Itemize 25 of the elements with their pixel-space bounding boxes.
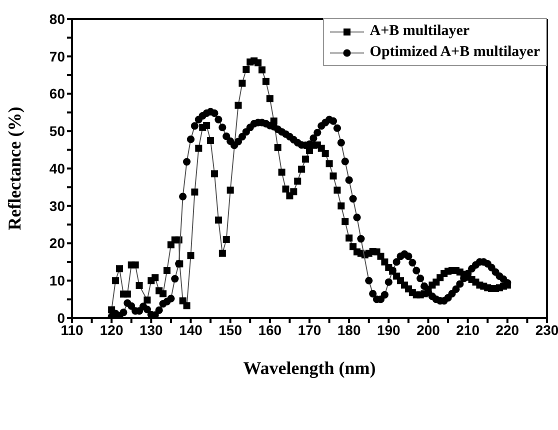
x-tick-label: 120 [100, 322, 124, 338]
y-tick-label: 70 [49, 48, 66, 64]
y-tick-label: 50 [49, 123, 66, 140]
y-tick-label: 10 [49, 272, 66, 289]
y-axis-title: Reflectance (%) [4, 106, 24, 230]
x-axis-title: Wavelength (nm) [243, 358, 376, 378]
x-tick-label: 200 [416, 322, 440, 338]
x-tick-label: 230 [535, 322, 558, 338]
legend-label: A+B multilayer [370, 23, 470, 40]
y-tick-label: 40 [49, 160, 66, 176]
y-tick-label: 20 [49, 235, 66, 252]
x-tick-label: 170 [298, 322, 322, 338]
x-tick-label: 220 [496, 322, 520, 338]
x-tick-label: 210 [456, 322, 480, 338]
y-tick-label: 0 [57, 310, 66, 326]
legend-label: Optimized A+B multilayer [370, 44, 540, 61]
x-tick-label: 190 [376, 322, 401, 338]
x-tick-label: 150 [218, 322, 242, 338]
x-tick-label: 140 [179, 322, 203, 338]
x-tick-label: 180 [337, 322, 361, 338]
x-tick-label: 130 [139, 322, 164, 338]
x-tick-label: 160 [258, 322, 282, 338]
y-tick-label: 80 [49, 10, 66, 27]
y-tick-label: 60 [49, 86, 66, 102]
y-tick-label: 30 [49, 198, 66, 214]
